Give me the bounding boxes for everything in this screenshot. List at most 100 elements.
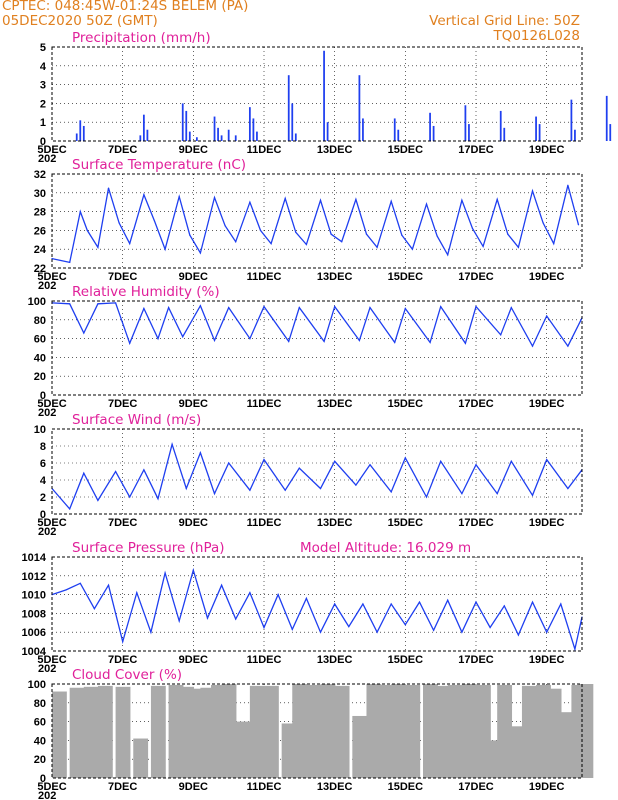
cloud-bar [405, 684, 421, 778]
header-grid-note: Vertical Grid Line: 50Z [429, 13, 580, 29]
rh-point [567, 345, 569, 347]
press-series-line [51, 567, 583, 652]
y-tick-label: 20 [34, 754, 46, 766]
wind-point [171, 443, 173, 445]
temp-point [118, 222, 120, 224]
press-point [517, 634, 520, 636]
wind-point [298, 467, 300, 469]
temp-point [249, 201, 251, 203]
press-point [560, 603, 562, 605]
temp-point [153, 220, 156, 222]
cloud-bar [97, 685, 113, 778]
wind-point [115, 470, 117, 473]
precip-bar [605, 95, 608, 141]
rh-point [429, 341, 431, 343]
y-tick-label: 40 [34, 352, 46, 364]
rh-point [157, 338, 159, 340]
temp-point [425, 203, 428, 205]
temp-point [143, 194, 145, 196]
precip-bar [538, 124, 541, 141]
press-point [376, 631, 378, 633]
x-tick-label: 19DEC [529, 781, 565, 793]
press-point [531, 601, 534, 603]
y-tick-label: 0 [40, 509, 46, 521]
panel-frame [51, 683, 583, 779]
rh-point [404, 307, 406, 310]
precip-bar [146, 129, 149, 141]
wind-point [567, 487, 569, 490]
y-tick-label: 100 [28, 296, 46, 308]
wind-point [284, 489, 286, 491]
x-tick-label: 5DEC [37, 517, 66, 529]
temp-point [224, 225, 226, 227]
precip-bar [397, 129, 400, 141]
y-tick-label: 3 [40, 80, 46, 92]
precip-bar [79, 120, 82, 141]
rh-point [115, 302, 117, 304]
press-point [221, 584, 223, 586]
y-tick-label: 32 [34, 169, 46, 181]
press-point [475, 601, 477, 603]
cloud-bar [115, 686, 131, 778]
x-tick-label: 5DEC [37, 271, 66, 283]
rh-point [323, 340, 325, 343]
y-tick-label: 26 [34, 225, 46, 237]
temp-point [199, 252, 201, 254]
cloud-bar [83, 686, 99, 778]
precip-bar [326, 122, 329, 141]
cloud-bar [150, 685, 166, 778]
wind-point [496, 493, 498, 495]
wind-point [69, 508, 71, 510]
y-tick-label: 5 [40, 42, 46, 54]
x-tick-label: 19DEC [529, 398, 565, 410]
x-tick-label: 5DEC [37, 654, 66, 666]
precip-bar [574, 129, 576, 141]
x-tick-label: 5DEC [37, 781, 66, 793]
press-point [418, 601, 421, 603]
wind-point [461, 493, 463, 495]
temp-point [577, 224, 580, 226]
press-point [93, 608, 95, 610]
wind-point [546, 459, 548, 461]
wind-point [369, 464, 371, 466]
x-tick-label: 9DEC [179, 654, 208, 666]
cloud-bar [235, 721, 251, 778]
y-tick-label: 2 [40, 98, 46, 110]
press-point [122, 641, 124, 643]
x-tick-label: 7DEC [108, 398, 137, 410]
y-tick-label: 0 [40, 136, 46, 148]
temp-point [178, 195, 180, 198]
rh-point [249, 338, 251, 340]
x-tick-label: 15DEC [388, 517, 424, 529]
press-point [178, 620, 180, 622]
x-tick-label: 13DEC [317, 654, 353, 666]
temp-point [129, 242, 131, 245]
temp-point [213, 196, 216, 199]
press-point [574, 648, 576, 650]
y-tick-label: 1014 [22, 552, 47, 564]
cloud-bar [447, 684, 463, 778]
rh-point [298, 306, 300, 309]
cloud-bar [461, 684, 477, 778]
wind-point [510, 460, 512, 462]
precip-bar [535, 116, 537, 141]
wind-point [83, 472, 85, 474]
x-tick-label: 13DEC [317, 398, 353, 410]
temp-point [97, 246, 99, 248]
panel-frame [51, 428, 583, 515]
precip-bar [291, 103, 294, 141]
precip-bar [139, 135, 142, 141]
cloud-bar [306, 684, 322, 778]
x-tick-label: 7DEC [108, 654, 137, 666]
wind-point [440, 460, 442, 462]
wind-series-line [51, 441, 583, 511]
x-tick-label: 15DEC [388, 654, 424, 666]
press-point [206, 617, 209, 619]
y-tick-label: 22 [34, 263, 46, 275]
panel-title: Surface Wind (m/s) [72, 412, 201, 428]
wind-point [199, 452, 201, 454]
x-tick-label: 17DEC [458, 781, 494, 793]
temp-point [341, 241, 343, 243]
press-point [192, 569, 194, 571]
wind-point [334, 460, 336, 462]
